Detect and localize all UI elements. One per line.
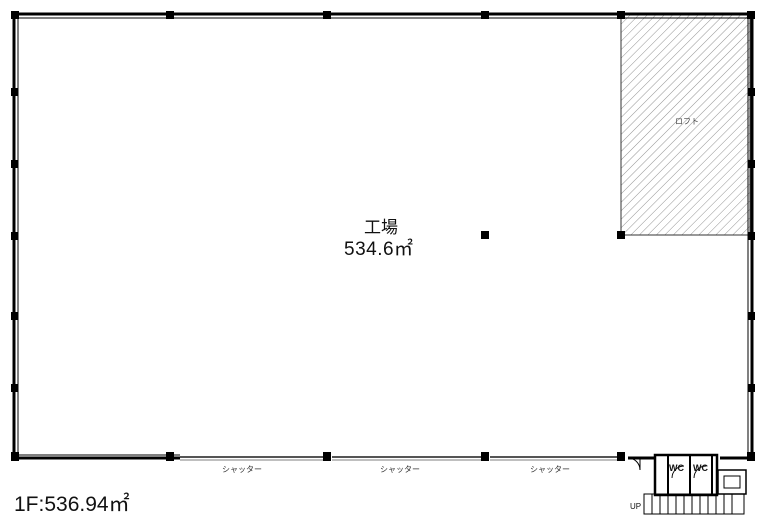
wc-label-1: WC: [669, 463, 684, 473]
shutter-label-3: シャッター: [530, 465, 570, 474]
structural-columns: [11, 11, 755, 461]
floor-area-label: 1F:536.94㎡: [14, 493, 130, 516]
stair-up-label: UP: [630, 502, 642, 511]
loft-label: ロフト: [675, 117, 699, 126]
shutter-label-2: シャッター: [380, 465, 420, 474]
factory-room-area: 534.6㎡: [344, 239, 414, 260]
loft-area: [620, 14, 751, 236]
shutter-label-1: シャッター: [222, 465, 262, 474]
entrance-door: [627, 457, 641, 471]
factory-room-name: 工場: [364, 218, 398, 237]
wc-block: [653, 453, 747, 497]
shutter-openings: [180, 456, 620, 461]
stairs: [643, 493, 745, 515]
wc-label-2: WC: [693, 463, 708, 473]
